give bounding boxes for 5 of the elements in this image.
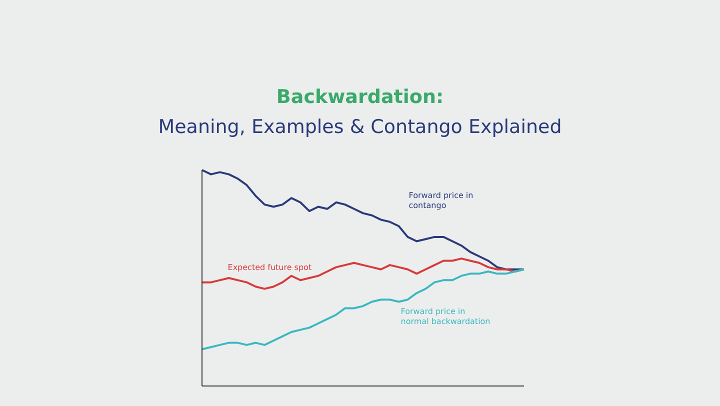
chart-subtitle: Meaning, Examples & Contango Explained xyxy=(157,116,563,138)
series-label: Forward price in normal backwardation xyxy=(400,306,490,326)
chart-title: Backwardation: xyxy=(275,86,445,108)
series-label: Expected future spot xyxy=(228,263,312,272)
text: Forward price in contango xyxy=(408,191,474,210)
